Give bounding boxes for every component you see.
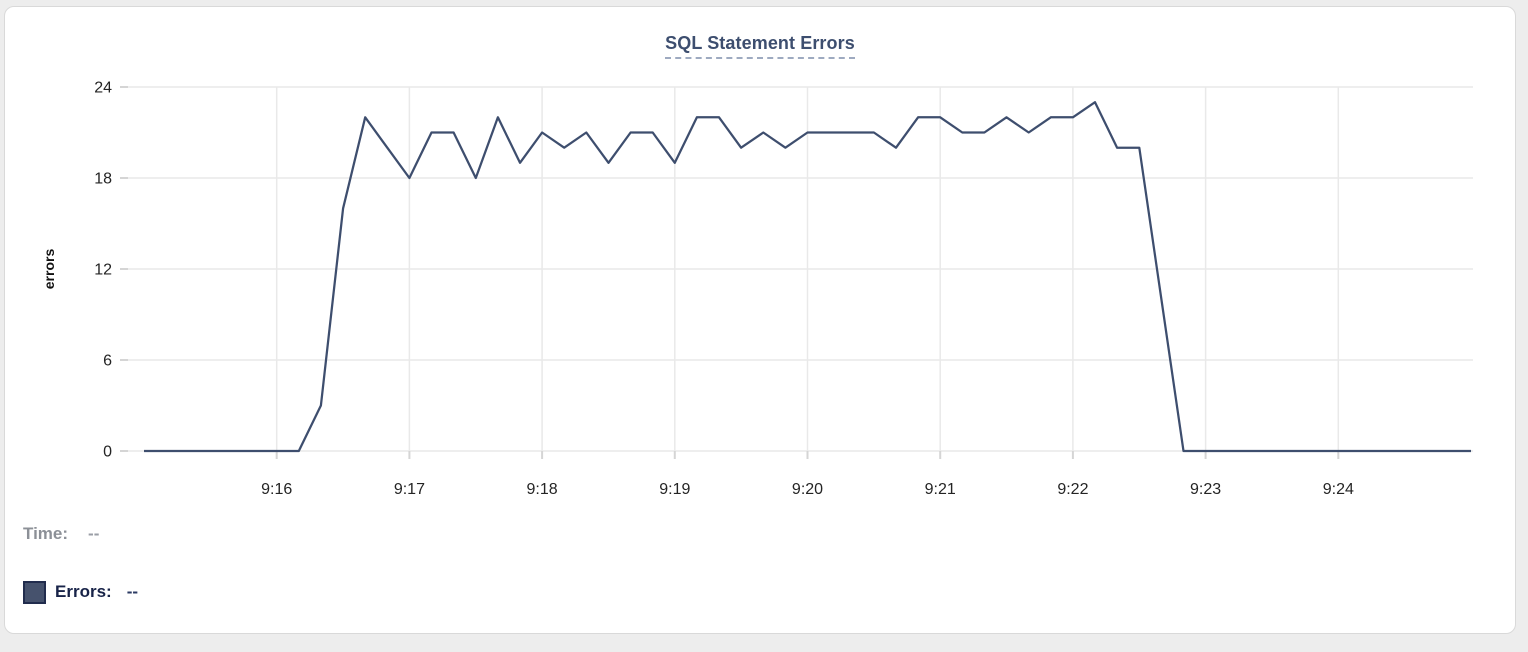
chart-title[interactable]: SQL Statement Errors [665,33,855,59]
x-tick-label: 9:23 [1190,481,1221,498]
y-axis-label: errors [41,248,57,290]
x-tick-label: 9:20 [792,481,823,498]
chart-card: SQL Statement Errors 0 6 12 18 24 9:16 9:17 9:1… [4,6,1516,634]
errors-series-line [144,101,1471,453]
y-tick-label: 6 [103,353,112,370]
y-tick-label: 12 [94,262,112,279]
x-tick-label: 9:18 [527,481,558,498]
x-tick-label: 9:16 [261,481,292,498]
x-tick-label: 9:22 [1057,481,1088,498]
x-tick-label: 9:17 [394,481,425,498]
readout-errors-row: Errors: -- [23,580,139,604]
x-tick-label: 9:21 [925,481,956,498]
errors-value: -- [126,582,139,601]
errors-label: Errors: [55,582,112,601]
y-tick-label: 0 [103,444,112,461]
y-tick-label: 18 [94,171,112,188]
time-label: Time: [23,524,69,543]
y-tick-label: 24 [94,80,112,97]
time-value: -- [88,524,100,543]
chart-header: SQL Statement Errors [5,33,1515,59]
errors-chart-canvas[interactable]: 0 6 12 18 24 9:16 9:17 9:18 9:19 9:20 9:21 9:22 9:23… [5,7,1519,517]
x-tick-label: 9:19 [659,481,690,498]
errors-series-swatch-icon [23,580,46,604]
x-tick-label: 9:24 [1323,481,1354,498]
readout-time-row: Time: -- [23,523,99,545]
